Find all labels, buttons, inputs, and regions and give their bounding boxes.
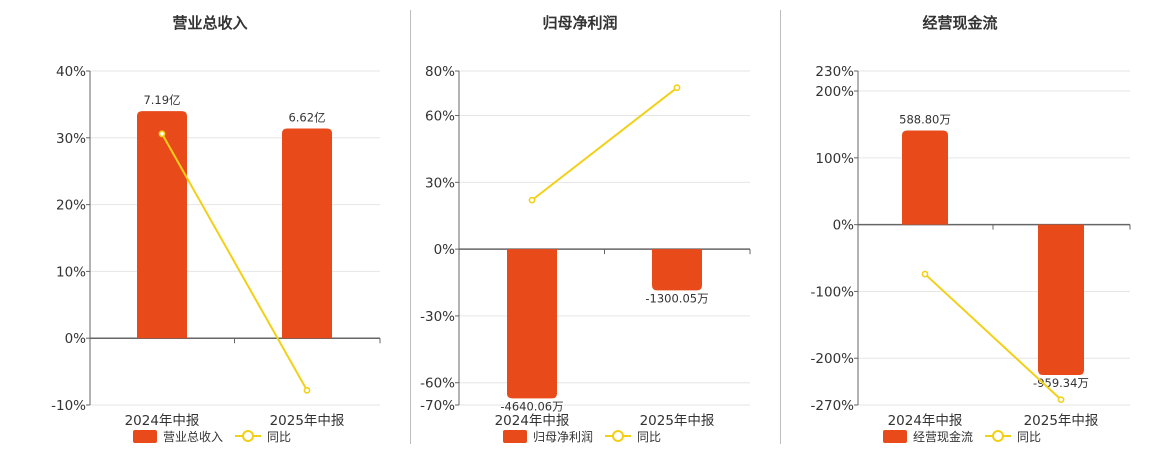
yoy-line: [924, 273, 1062, 401]
x-category-label: 2025年中报: [1024, 413, 1099, 429]
bar: [507, 249, 557, 399]
y-tick-label: 200%: [815, 84, 854, 100]
bar-data-label: 7.19亿: [143, 93, 180, 107]
legend-line-marker: [242, 430, 254, 442]
chart-title: 归母净利润: [542, 14, 617, 32]
y-tick-label: 0%: [833, 218, 855, 234]
yoy-point: [303, 386, 311, 394]
y-tick-label: -30%: [420, 309, 455, 325]
y-tick-label: 10%: [56, 264, 86, 280]
legend-bar-label: 经营现金流: [913, 429, 973, 444]
yoy-point: [673, 84, 681, 92]
y-tick-label: 100%: [815, 151, 854, 167]
y-tick-label: -10%: [51, 398, 86, 414]
y-tick-label: 60%: [425, 109, 455, 125]
x-category-label: 2024年中报: [125, 413, 200, 429]
y-tick-label: 0%: [434, 242, 456, 258]
bar: [902, 130, 948, 225]
yoy-line: [161, 133, 308, 391]
legend-line-label: 同比: [267, 430, 291, 444]
y-tick-label: -100%: [811, 284, 855, 300]
y-tick-label: 230%: [815, 64, 854, 80]
legend-bar-swatch: [133, 430, 157, 443]
legend-line-marker: [992, 430, 1004, 442]
y-tick-label: 30%: [425, 175, 455, 191]
yoy-point: [158, 130, 166, 138]
x-category-label: 2025年中报: [270, 413, 345, 429]
yoy-point: [921, 270, 929, 278]
x-category-label: 2024年中报: [495, 413, 570, 429]
bar-data-label: -1300.05万: [645, 291, 708, 305]
panel-divider: [410, 10, 411, 444]
y-tick-label: -70%: [420, 398, 455, 414]
bar-data-label: 588.80万: [899, 112, 951, 126]
bar-data-label: -4640.06万: [500, 399, 563, 413]
y-tick-label: 40%: [56, 64, 86, 80]
yoy-point: [1057, 396, 1065, 404]
chart-title: 经营现金流: [922, 14, 997, 32]
y-tick-label: 80%: [425, 64, 455, 80]
chart-title: 营业总收入: [172, 14, 247, 32]
bar: [282, 128, 332, 339]
y-tick-label: -60%: [420, 376, 455, 392]
bar: [652, 249, 702, 291]
bar-data-label: 6.62亿: [288, 110, 325, 124]
y-tick-label: 0%: [65, 331, 87, 347]
x-category-label: 2024年中报: [888, 413, 963, 429]
legend-bar-label: 营业总收入: [163, 430, 223, 444]
legend-bar-swatch: [883, 430, 907, 443]
y-tick-label: -200%: [811, 351, 855, 367]
bar: [1038, 224, 1084, 375]
y-tick-label: 30%: [56, 131, 86, 147]
y-tick-label: 20%: [56, 198, 86, 214]
legend-line-marker: [612, 430, 624, 442]
yoy-point: [528, 196, 536, 204]
bar: [137, 111, 187, 339]
panel-divider: [780, 10, 781, 444]
yoy-line: [531, 86, 678, 201]
y-tick-label: -270%: [811, 398, 855, 414]
legend-line-label: 同比: [1017, 430, 1041, 444]
legend-line-label: 同比: [637, 430, 661, 444]
x-category-label: 2025年中报: [640, 413, 715, 429]
legend-bar-label: 归母净利润: [533, 430, 593, 444]
legend-bar-swatch: [503, 430, 527, 443]
